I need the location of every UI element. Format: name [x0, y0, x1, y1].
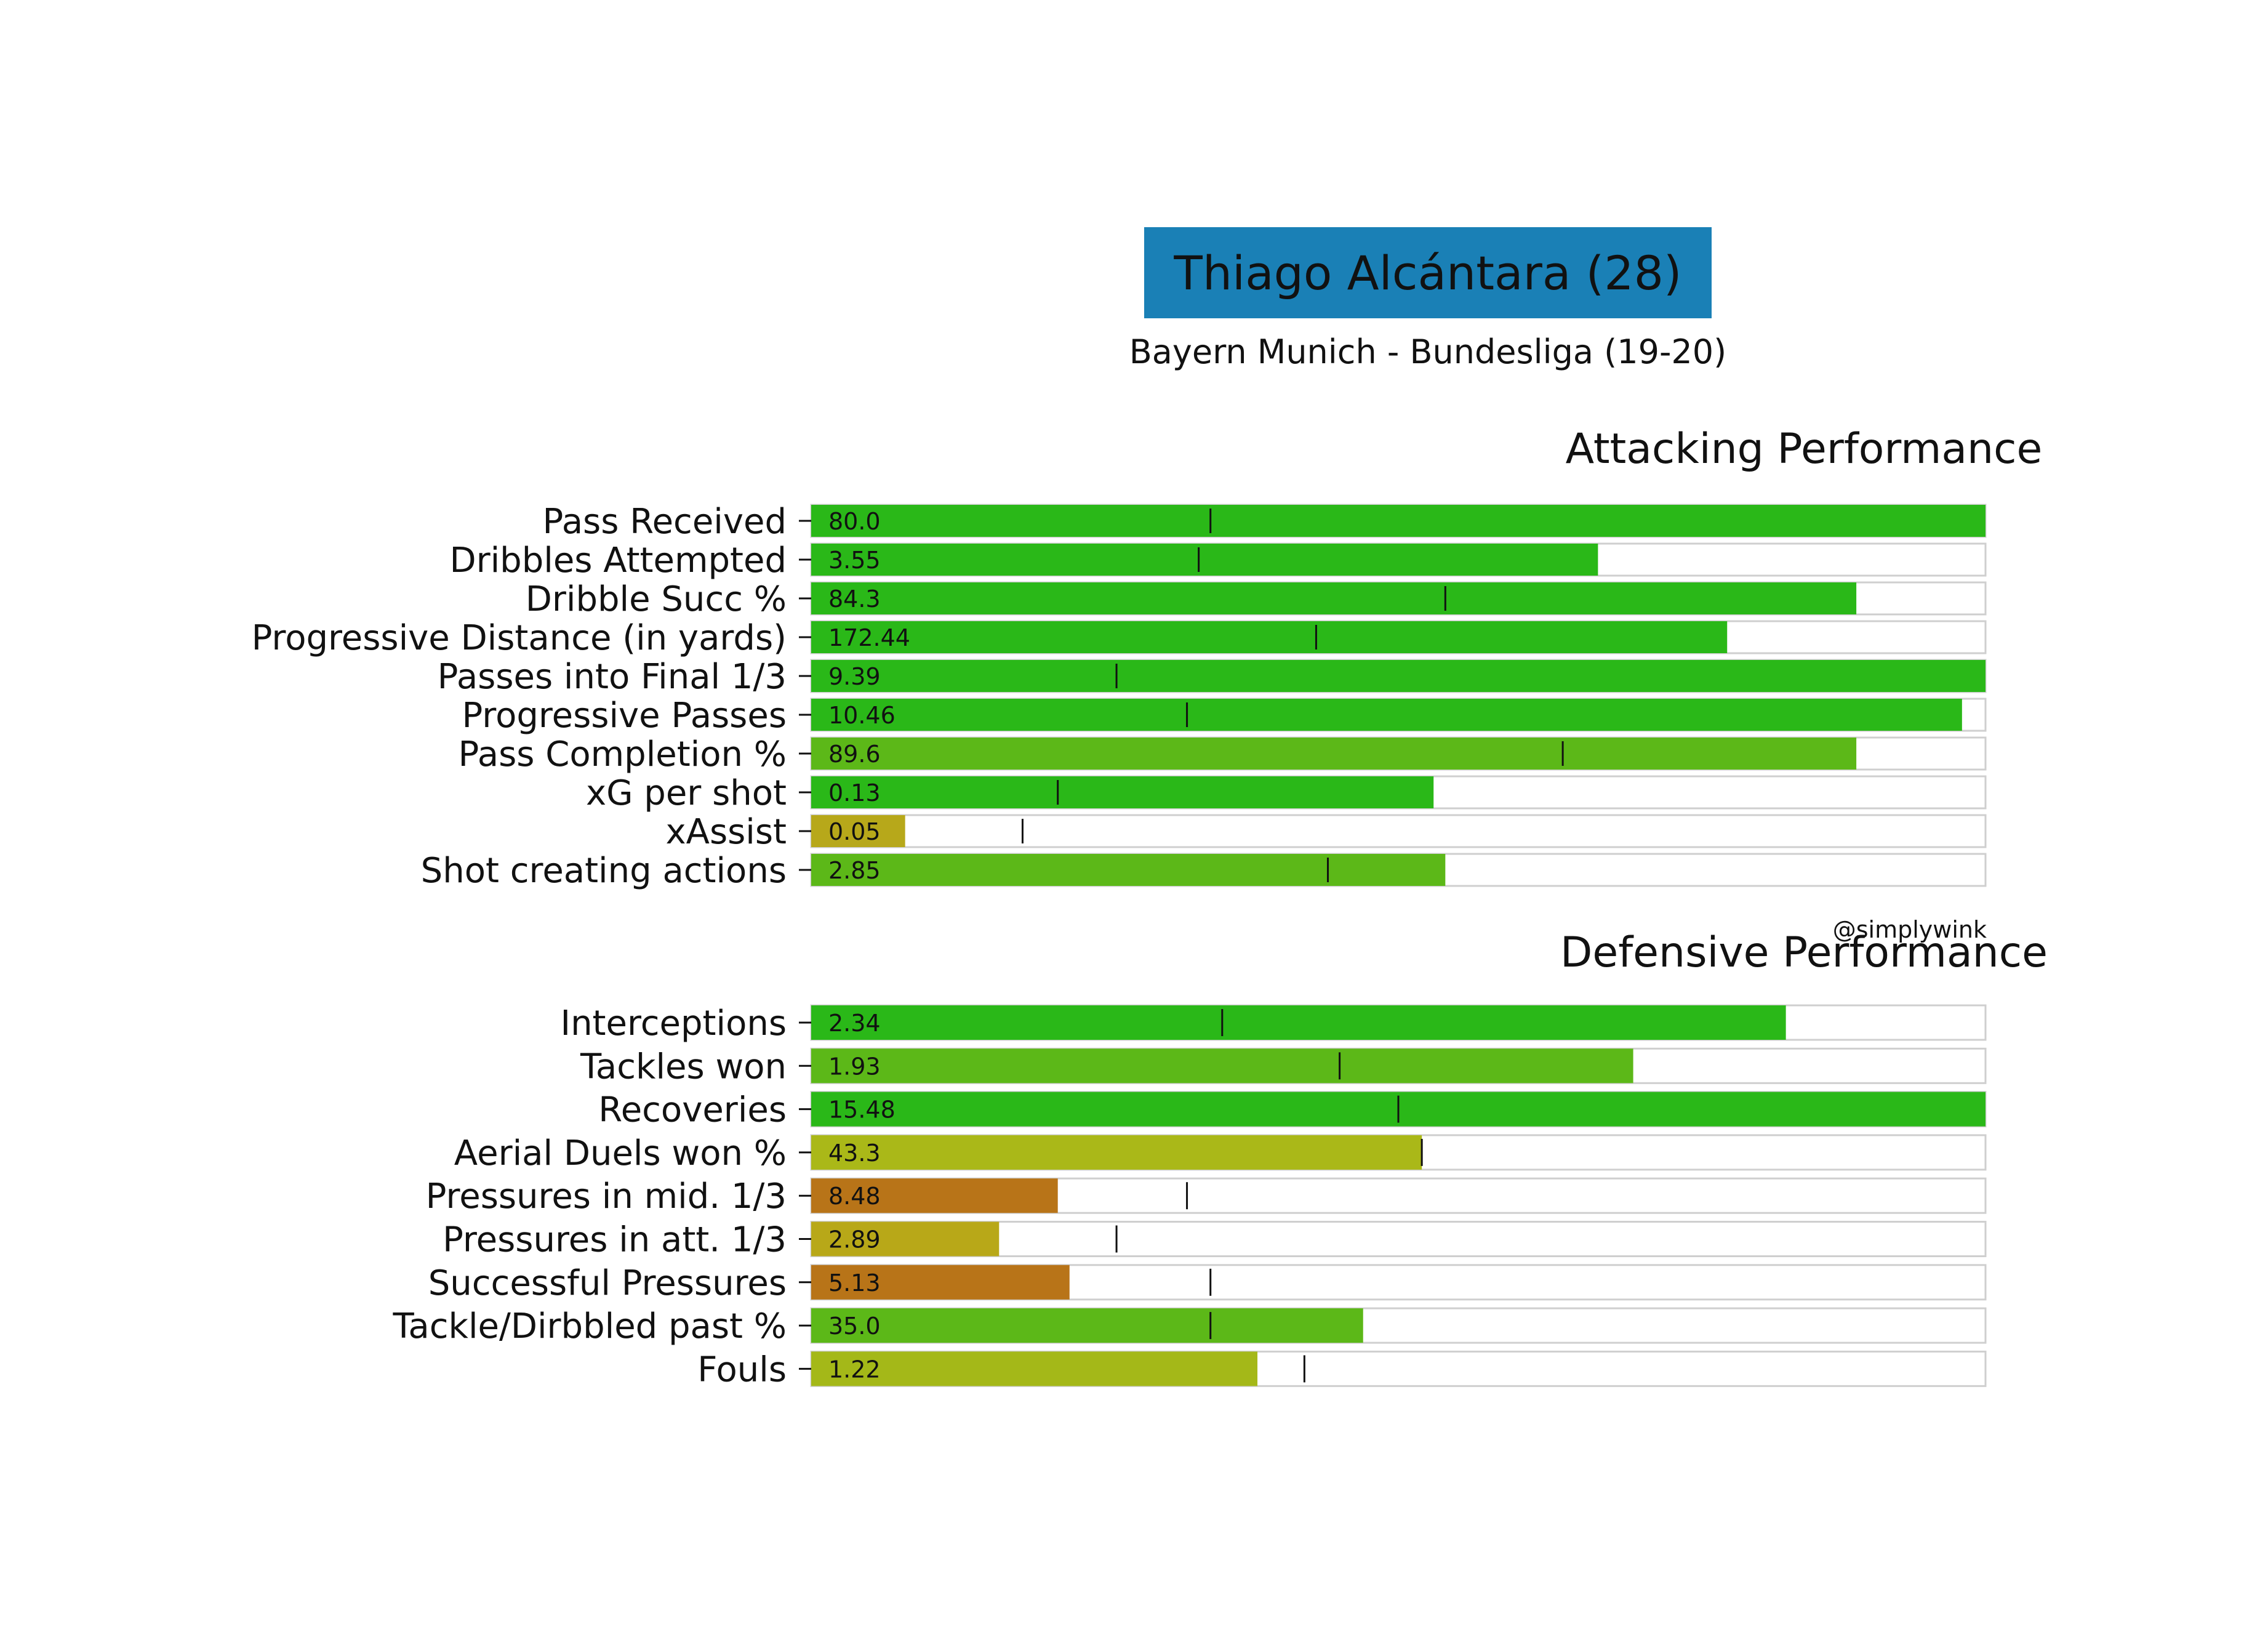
defensive-value-label: 15.48	[828, 1096, 896, 1124]
subtitle: Bayern Munich - Bundesliga (19-20)	[1129, 332, 1727, 371]
defensive-bar-track	[810, 1221, 1987, 1257]
defensive-value-label: 1.22	[828, 1356, 881, 1383]
attacking-section-title: Attacking Performance	[1565, 425, 2043, 473]
defensive-category-label: Successful Pressures	[428, 1263, 787, 1303]
attacking-value-label: 89.6	[828, 741, 881, 768]
attacking-bar	[811, 582, 1857, 614]
defensive-category-label: Tackle/Dirbbled past %	[392, 1306, 787, 1346]
attacking-bar	[811, 738, 1857, 770]
attacking-category-label: Shot creating actions	[421, 851, 787, 891]
attacking-category-label: Pass Received	[542, 502, 787, 542]
defensive-bar	[811, 1221, 1000, 1257]
defensive-bar	[811, 1135, 1422, 1170]
defensive-bar	[811, 1048, 1633, 1084]
attacking-value-label: 3.55	[828, 547, 881, 574]
defensive-category-label: Pressures in att. 1/3	[443, 1220, 787, 1260]
defensive-bar	[811, 1351, 1258, 1386]
defensive-value-label: 8.48	[828, 1183, 881, 1210]
attacking-bar	[811, 660, 1986, 692]
attacking-bar	[811, 815, 905, 847]
player-title: Thiago Alcántara (28)	[1174, 245, 1682, 300]
attacking-category-label: Dribble Succ %	[526, 579, 787, 619]
attacking-value-label: 0.13	[828, 779, 881, 806]
attacking-bar	[811, 699, 1962, 731]
attacking-category-label: Pass Completion %	[459, 734, 787, 774]
attacking-value-label: 10.46	[828, 702, 896, 729]
attacking-category-label: Progressive Passes	[462, 696, 787, 736]
defensive-category-label: Tackles won	[580, 1047, 787, 1087]
attacking-value-label: 0.05	[828, 818, 881, 845]
attacking-bar	[811, 621, 1728, 653]
defensive-value-label: 35.0	[828, 1313, 881, 1340]
defensive-value-label: 1.93	[828, 1053, 881, 1080]
defensive-bar	[811, 1265, 1070, 1300]
attacking-value-label: 172.44	[828, 624, 910, 651]
defensive-section-title: Defensive Performance	[1560, 928, 2048, 977]
player-title-box: Thiago Alcántara (28)	[1144, 227, 1712, 318]
defensive-category-label: Recoveries	[598, 1090, 787, 1130]
attacking-value-label: 84.3	[828, 585, 881, 613]
defensive-category-label: Fouls	[697, 1349, 787, 1390]
credit-handle: @simplywink	[1832, 916, 1987, 943]
defensive-bar	[811, 1308, 1363, 1343]
attacking-bar	[811, 544, 1598, 576]
attacking-bar	[811, 854, 1446, 886]
attacking-category-label: Dribbles Attempted	[449, 541, 787, 581]
attacking-value-label: 9.39	[828, 663, 881, 690]
defensive-value-label: 2.89	[828, 1226, 881, 1253]
defensive-value-label: 5.13	[828, 1269, 881, 1297]
attacking-bar	[811, 505, 1986, 537]
attacking-bar	[811, 776, 1434, 808]
attacking-category-label: xG per shot	[586, 773, 787, 813]
defensive-category-label: Pressures in mid. 1/3	[426, 1176, 787, 1217]
attacking-bar-track	[810, 814, 1987, 848]
defensive-bar	[811, 1005, 1786, 1040]
attacking-value-label: 80.0	[828, 508, 881, 535]
attacking-category-label: xAssist	[666, 812, 787, 852]
attacking-category-label: Passes into Final 1/3	[438, 657, 787, 697]
attacking-category-label: Progressive Distance (in yards)	[252, 618, 787, 658]
defensive-bar	[811, 1178, 1058, 1213]
attacking-value-label: 2.85	[828, 857, 881, 884]
defensive-value-label: 43.3	[828, 1140, 881, 1167]
defensive-category-label: Interceptions	[561, 1004, 787, 1044]
defensive-category-label: Aerial Duels won %	[454, 1133, 787, 1173]
defensive-value-label: 2.34	[828, 1010, 881, 1037]
